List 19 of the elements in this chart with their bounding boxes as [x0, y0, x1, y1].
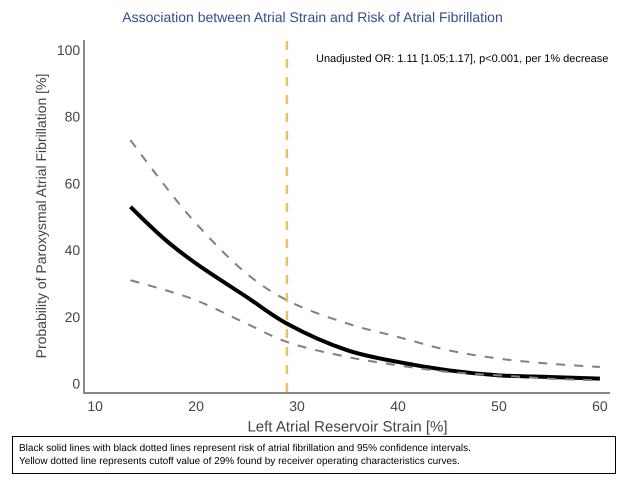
y-tick-label: 60 [64, 175, 80, 192]
y-tick-label: 20 [64, 308, 80, 325]
y-axis-title: Probability of Paroxysmal Atrial Fibrillation [%] [33, 74, 49, 358]
x-tick-label: 10 [87, 398, 104, 414]
line-series [128, 204, 602, 381]
chart-title: Association between Atrial Strain and Risk of Atrial Fibrillation [122, 9, 503, 26]
x-tick-label: 60 [592, 398, 608, 414]
x-tick-label: 30 [289, 398, 306, 414]
x-axis-title: Left Atrial Reservoir Strain [%] [247, 418, 448, 436]
text: Black solid lines with black dotted lines represent risk of atrial fibrillation and 95% confidence intervals. Yellow dotted line represents cutoff value of 29% found by receiver operating characteristics curves. [19, 443, 471, 467]
x-tick-label: 40 [390, 398, 406, 414]
line-series [129, 139, 601, 368]
x-tick-label: 20 [188, 398, 204, 414]
y-tick-label: 40 [64, 242, 80, 258]
x-tick-label: 50 [491, 398, 507, 414]
y-tick-label: 100 [56, 42, 80, 58]
y-tick-label: 0 [72, 376, 80, 392]
annotation: Unadjusted OR: 1.11 [1.05;1.17], p<0.001, per 1% decrease [316, 53, 608, 65]
y-tick-label: 80 [64, 108, 80, 125]
